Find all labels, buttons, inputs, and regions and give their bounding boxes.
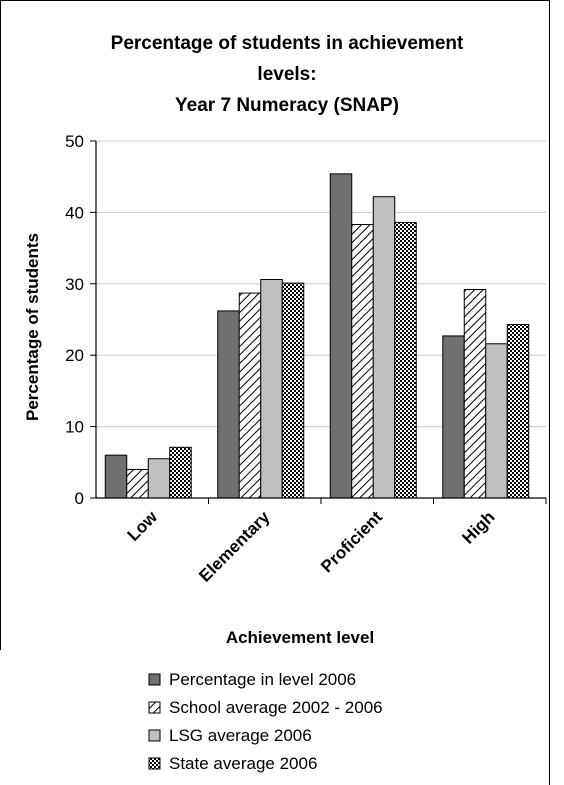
legend-swatch-4 xyxy=(148,757,161,770)
bar-high-series-2 xyxy=(463,289,487,499)
x-axis-label: Achievement level xyxy=(226,628,374,647)
chart-title-line-2: levels: xyxy=(257,64,316,85)
legend-swatch-3 xyxy=(148,729,161,742)
legend-swatch-1 xyxy=(148,673,161,686)
bar-proficient-series-3 xyxy=(372,196,396,499)
y-tick-label: 10 xyxy=(65,418,84,437)
legend: Percentage in level 2006 School average 2… xyxy=(148,670,383,773)
bar-elementary-series-1 xyxy=(217,310,240,499)
bar-proficient-series-2 xyxy=(351,224,374,499)
legend-label-2: School average 2002 - 2006 xyxy=(169,698,383,717)
y-tick-label: 30 xyxy=(65,275,84,294)
bar-proficient-series-1 xyxy=(329,173,353,499)
chart-title-line-3: Year 7 Numeracy (SNAP) xyxy=(175,95,399,116)
legend-label-4: State average 2006 xyxy=(169,754,317,773)
x-tick-labels: Low Elementary Proficient High xyxy=(124,507,499,586)
bar-low-series-2 xyxy=(126,468,149,499)
legend-label-1: Percentage in level 2006 xyxy=(169,670,356,689)
bar-high-series-3 xyxy=(485,343,508,499)
bar-proficient-series-4 xyxy=(394,221,417,499)
x-tick-label-low: Low xyxy=(124,507,162,545)
bar-low-series-4 xyxy=(169,446,192,499)
bars xyxy=(104,173,530,499)
bar-high-series-1 xyxy=(442,335,465,499)
y-tick-labels: 0 10 20 30 40 50 xyxy=(65,132,84,508)
x-tick-label-elementary: Elementary xyxy=(195,507,274,586)
y-tick-label: 20 xyxy=(65,346,84,365)
bar-low-series-1 xyxy=(104,454,128,499)
legend-label-3: LSG average 2006 xyxy=(169,726,312,745)
chart-title-line-1: Percentage of students in achievement xyxy=(111,33,464,54)
bar-elementary-series-4 xyxy=(281,282,305,499)
bar-elementary-series-3 xyxy=(260,279,283,499)
y-tick-label: 0 xyxy=(75,489,84,508)
y-tick-label: 50 xyxy=(65,132,84,151)
bar-elementary-series-2 xyxy=(238,292,262,499)
x-tick-label-proficient: Proficient xyxy=(317,507,386,576)
bar-low-series-3 xyxy=(147,458,171,499)
x-tick-label-high: High xyxy=(458,507,498,547)
y-tick-label: 40 xyxy=(65,203,84,222)
legend-swatch-2 xyxy=(148,701,161,714)
chart-title: Percentage of students in achievement le… xyxy=(111,33,464,116)
y-axis-label: Percentage of students xyxy=(23,233,42,421)
axes xyxy=(90,140,547,504)
bar-high-series-4 xyxy=(506,323,530,499)
